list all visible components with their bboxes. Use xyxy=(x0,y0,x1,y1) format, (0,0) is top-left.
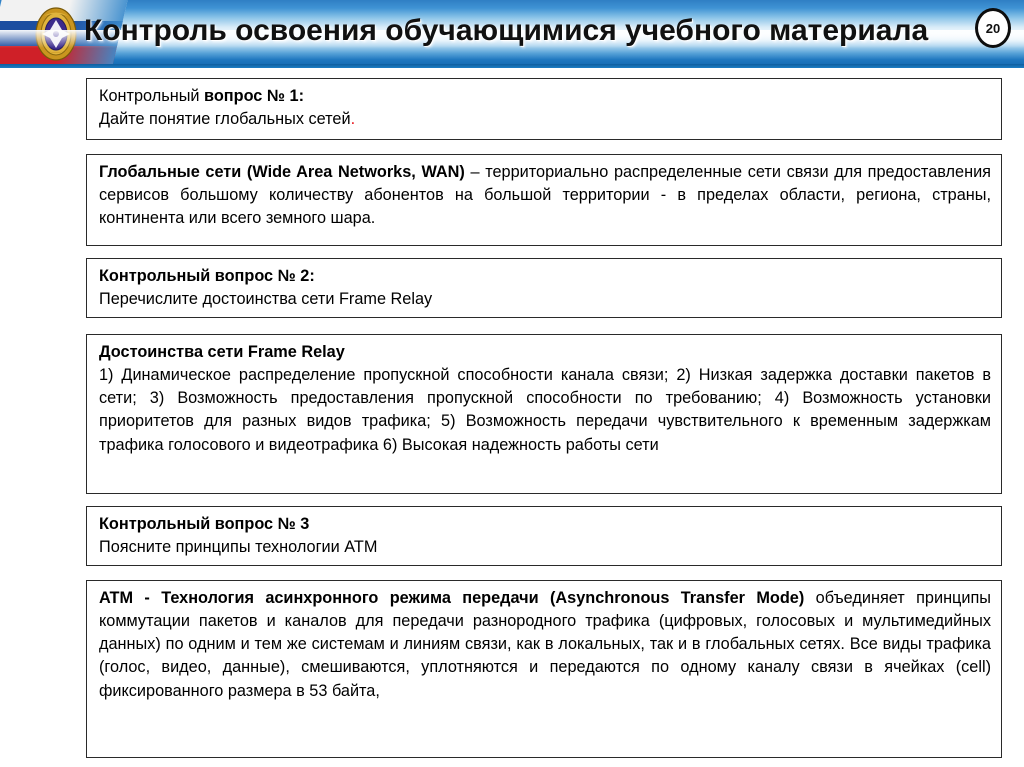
answer-wan-paragraph: Глобальные сети (Wide Area Networks, WAN… xyxy=(99,161,991,230)
answer-atm-lead: ATM - Технология асинхронного режима пер… xyxy=(99,589,805,607)
answer-frame-relay-heading: Достоинства сети Frame Relay xyxy=(99,341,991,364)
question-1-text: Дайте понятие глобальных сетей xyxy=(99,110,351,129)
answer-frame-relay-body: 1) Динамическое распределение пропускной… xyxy=(99,366,991,454)
question-2-heading: Контрольный вопрос № 2: xyxy=(99,267,315,285)
answer-block-frame-relay: Достоинства сети Frame Relay 1) Динамиче… xyxy=(86,334,1002,494)
question-3-line-2: Поясните принципы технологии ATM xyxy=(99,538,378,557)
question-1-line-2: Дайте понятие глобальных сетей. xyxy=(99,108,991,131)
question-1-prefix: Контрольный xyxy=(99,87,205,105)
answer-atm-body: объединяет принципы коммутации пакетов и… xyxy=(99,589,991,700)
answer-block-atm: ATM - Технология асинхронного режима пер… xyxy=(86,580,1002,758)
question-block-3: Контрольный вопрос № 3 Поясните принципы… xyxy=(86,506,1002,566)
slide-header: Контроль освоения обучающимися учебного … xyxy=(0,0,1024,68)
page-title: Контроль освоения обучающимися учебного … xyxy=(84,14,929,47)
question-3-line-1: Контрольный вопрос № 3 xyxy=(99,513,991,536)
page-number-badge: 20 xyxy=(975,8,1011,48)
answer-wan-lead: Глобальные сети (Wide Area Networks, WAN… xyxy=(99,163,465,181)
question-2-line-2: Перечислите достоинства сети Frame Relay xyxy=(99,290,433,309)
header-divider xyxy=(0,64,1024,68)
question-block-2: Контрольный вопрос № 2: Перечислите дост… xyxy=(86,258,1002,318)
answer-wan-body: – территориально распределенные сети свя… xyxy=(99,163,991,228)
answer-frame-relay-title: Достоинства сети Frame Relay xyxy=(99,343,345,361)
question-block-1: Контрольный вопрос № 1: Дайте понятие гл… xyxy=(86,78,1002,140)
question-3-heading: Контрольный вопрос № 3 xyxy=(99,515,310,533)
slide-body: Контрольный вопрос № 1: Дайте понятие гл… xyxy=(0,68,1024,767)
russian-military-academy-emblem-icon xyxy=(35,7,77,61)
question-1-line-1: Контрольный вопрос № 1: xyxy=(99,85,991,108)
question-1-number: вопрос № 1: xyxy=(204,87,305,105)
answer-block-wan: Глобальные сети (Wide Area Networks, WAN… xyxy=(86,154,1002,246)
answer-atm-paragraph: ATM - Технология асинхронного режима пер… xyxy=(99,587,991,703)
question-2-line-1: Контрольный вопрос № 2: xyxy=(99,265,991,288)
question-1-period: . xyxy=(350,110,356,129)
